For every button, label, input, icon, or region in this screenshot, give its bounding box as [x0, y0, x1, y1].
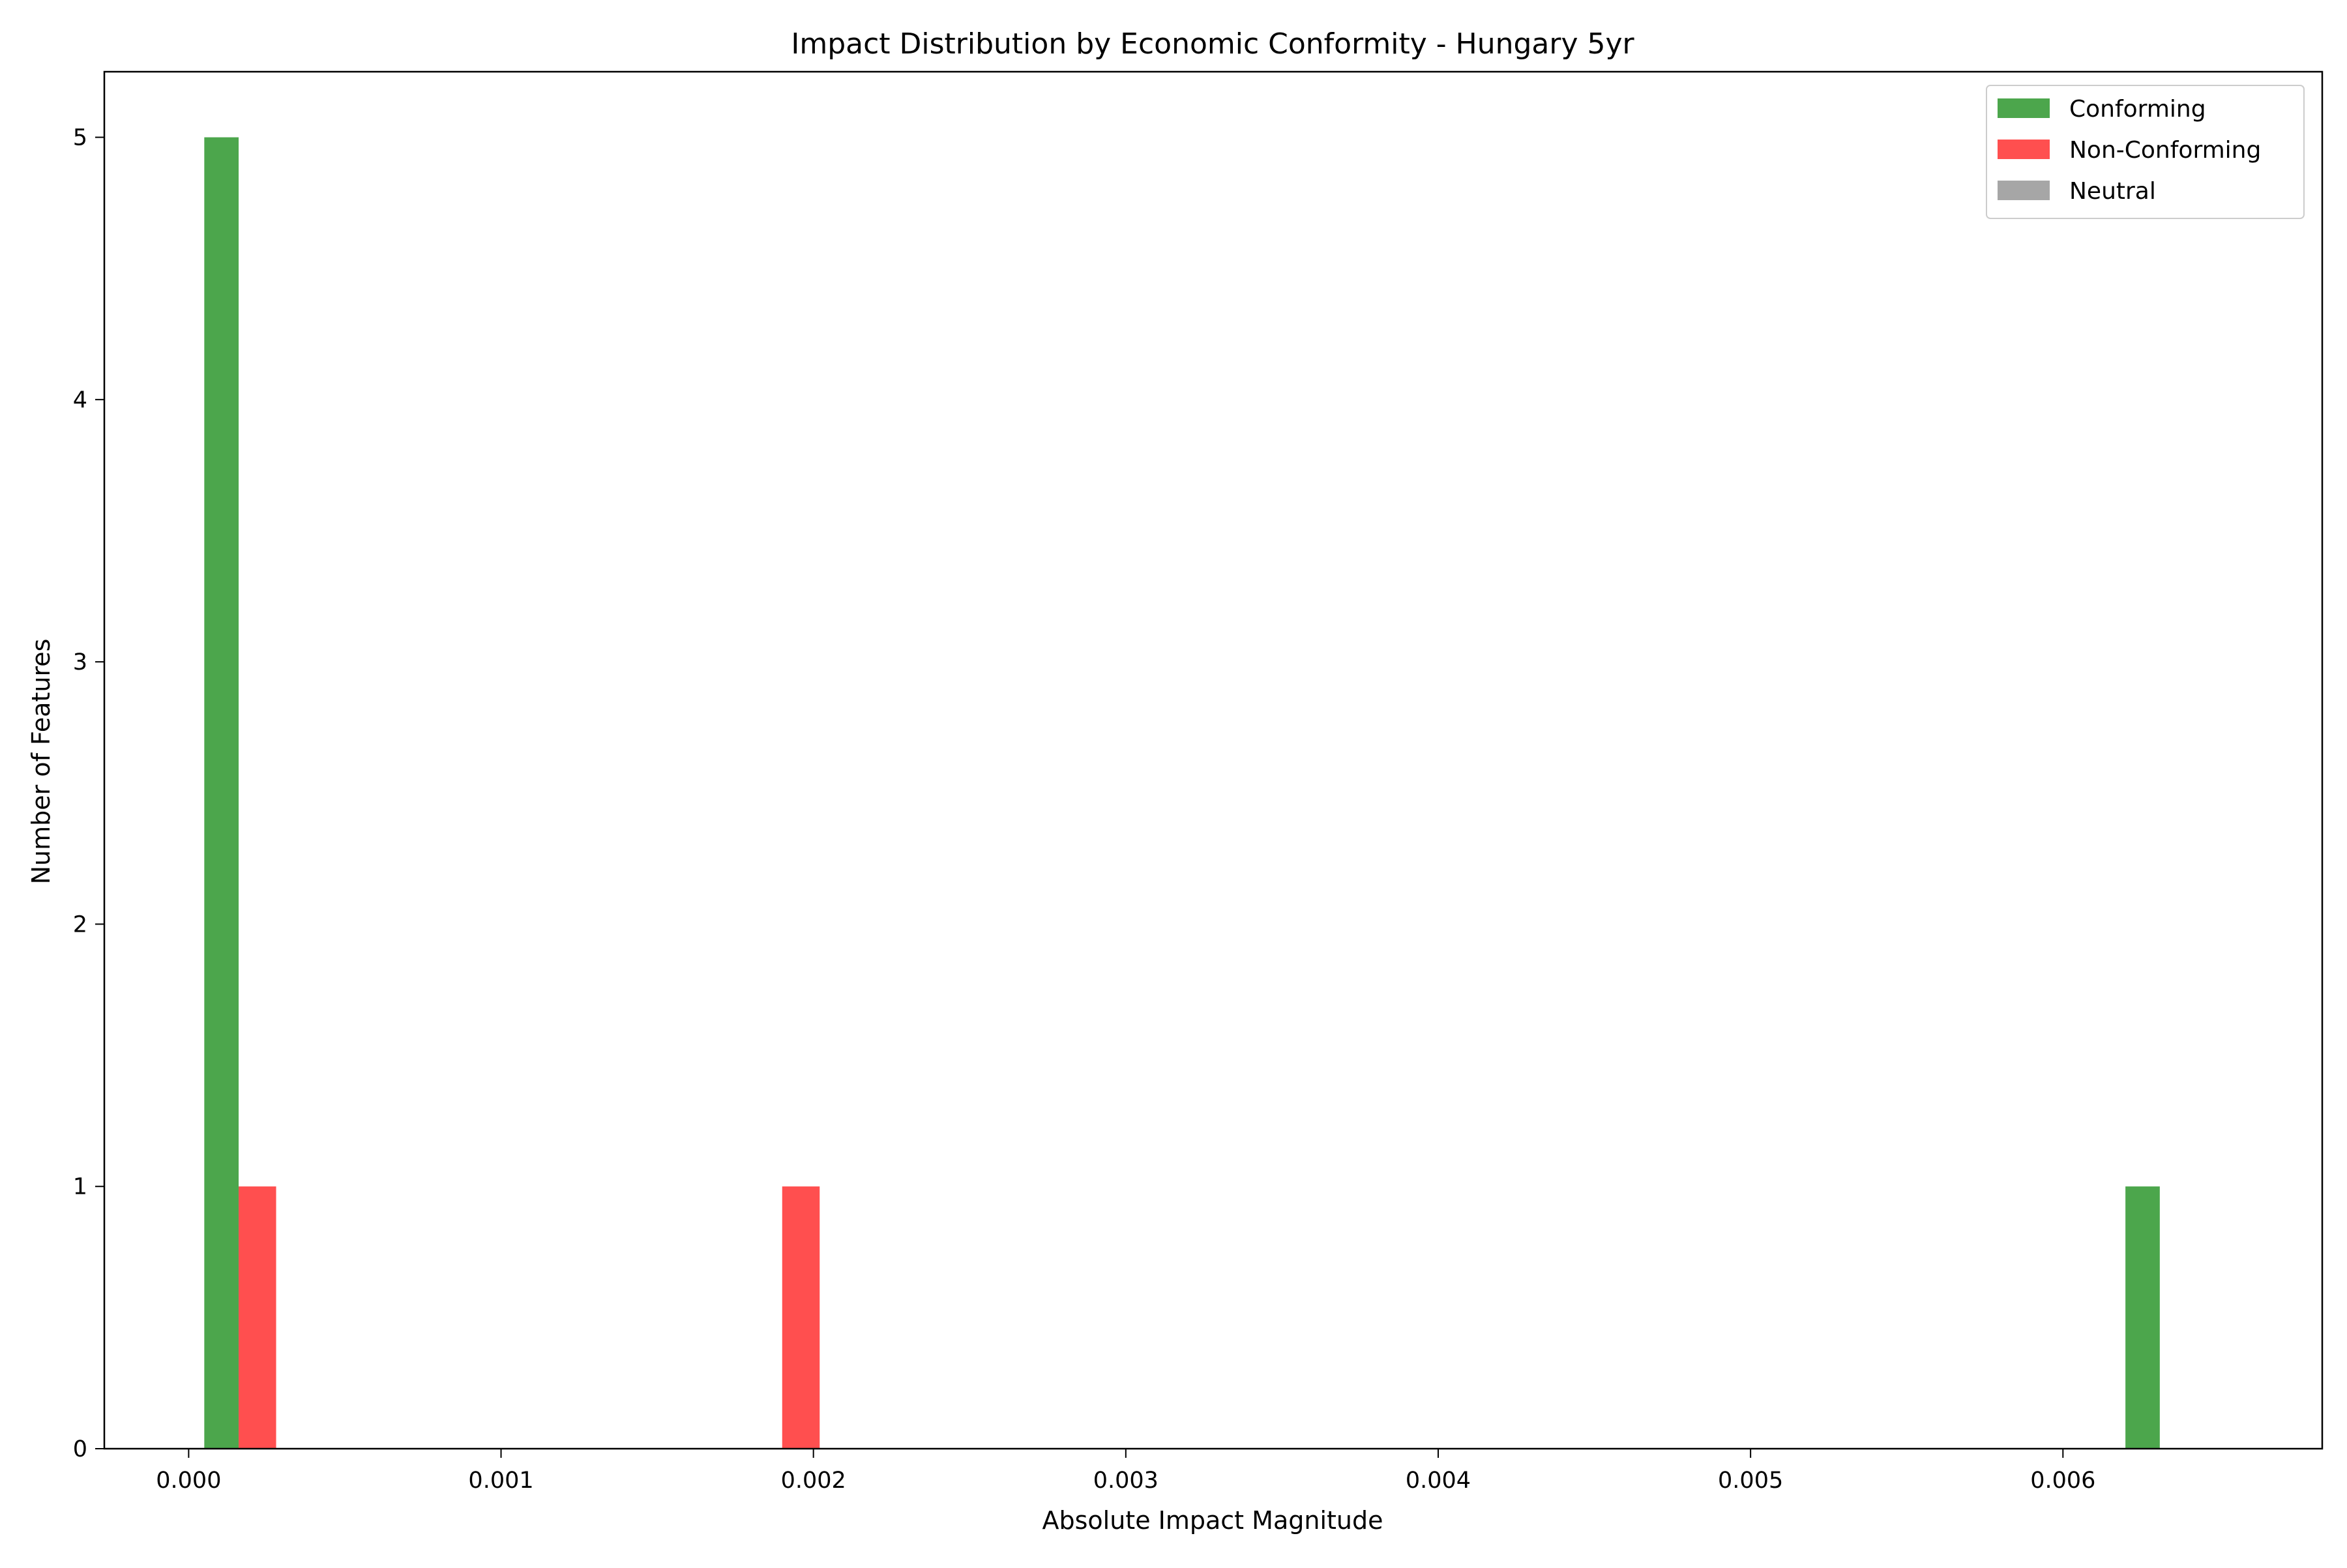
- y-tick-label: 0: [73, 1436, 87, 1462]
- y-tick-label: 3: [73, 649, 87, 675]
- y-tick-label: 4: [73, 387, 87, 413]
- y-tick-label: 1: [73, 1174, 87, 1200]
- legend-swatch-conforming: [1998, 98, 2050, 118]
- x-tick-label: 0.006: [2030, 1468, 2095, 1494]
- y-tick-label: 5: [73, 125, 87, 151]
- axes-frame: [103, 70, 2324, 1450]
- legend-label-conforming: Conforming: [2069, 96, 2206, 123]
- legend-label-neutral: Neutral: [2069, 178, 2156, 205]
- bar-conforming-0: [204, 137, 239, 1449]
- legend-swatch-neutral: [1998, 181, 2050, 200]
- y-axis-label: Number of Features: [27, 639, 55, 885]
- legend: Conforming Non-Conforming Neutral: [1986, 85, 2305, 219]
- plot-area: 0.000 0.001 0.002 0.003 0.004 0.005 0.006 0 1 2 3 4…: [73, 70, 2324, 1494]
- bar-non-conforming-1: [782, 1186, 820, 1449]
- x-axis-label: Absolute Impact Magnitude: [1042, 1506, 1383, 1535]
- bar-non-conforming-0: [239, 1186, 276, 1449]
- legend-box: [1986, 85, 2305, 219]
- x-tick-label: 0.002: [781, 1468, 846, 1494]
- x-tick-label: 0.005: [1718, 1468, 1783, 1494]
- x-tick-label: 0.003: [1093, 1468, 1159, 1494]
- chart-title: Impact Distribution by Economic Conformi…: [791, 27, 1634, 61]
- x-tick-label: 0.001: [468, 1468, 533, 1494]
- legend-swatch-non-conforming: [1998, 140, 2050, 159]
- x-tick-label: 0.004: [1406, 1468, 1471, 1494]
- y-tick-label: 2: [73, 911, 87, 938]
- x-tick-label: 0.000: [156, 1468, 221, 1494]
- legend-label-non-conforming: Non-Conforming: [2069, 137, 2261, 164]
- bar-conforming-1: [2125, 1186, 2160, 1449]
